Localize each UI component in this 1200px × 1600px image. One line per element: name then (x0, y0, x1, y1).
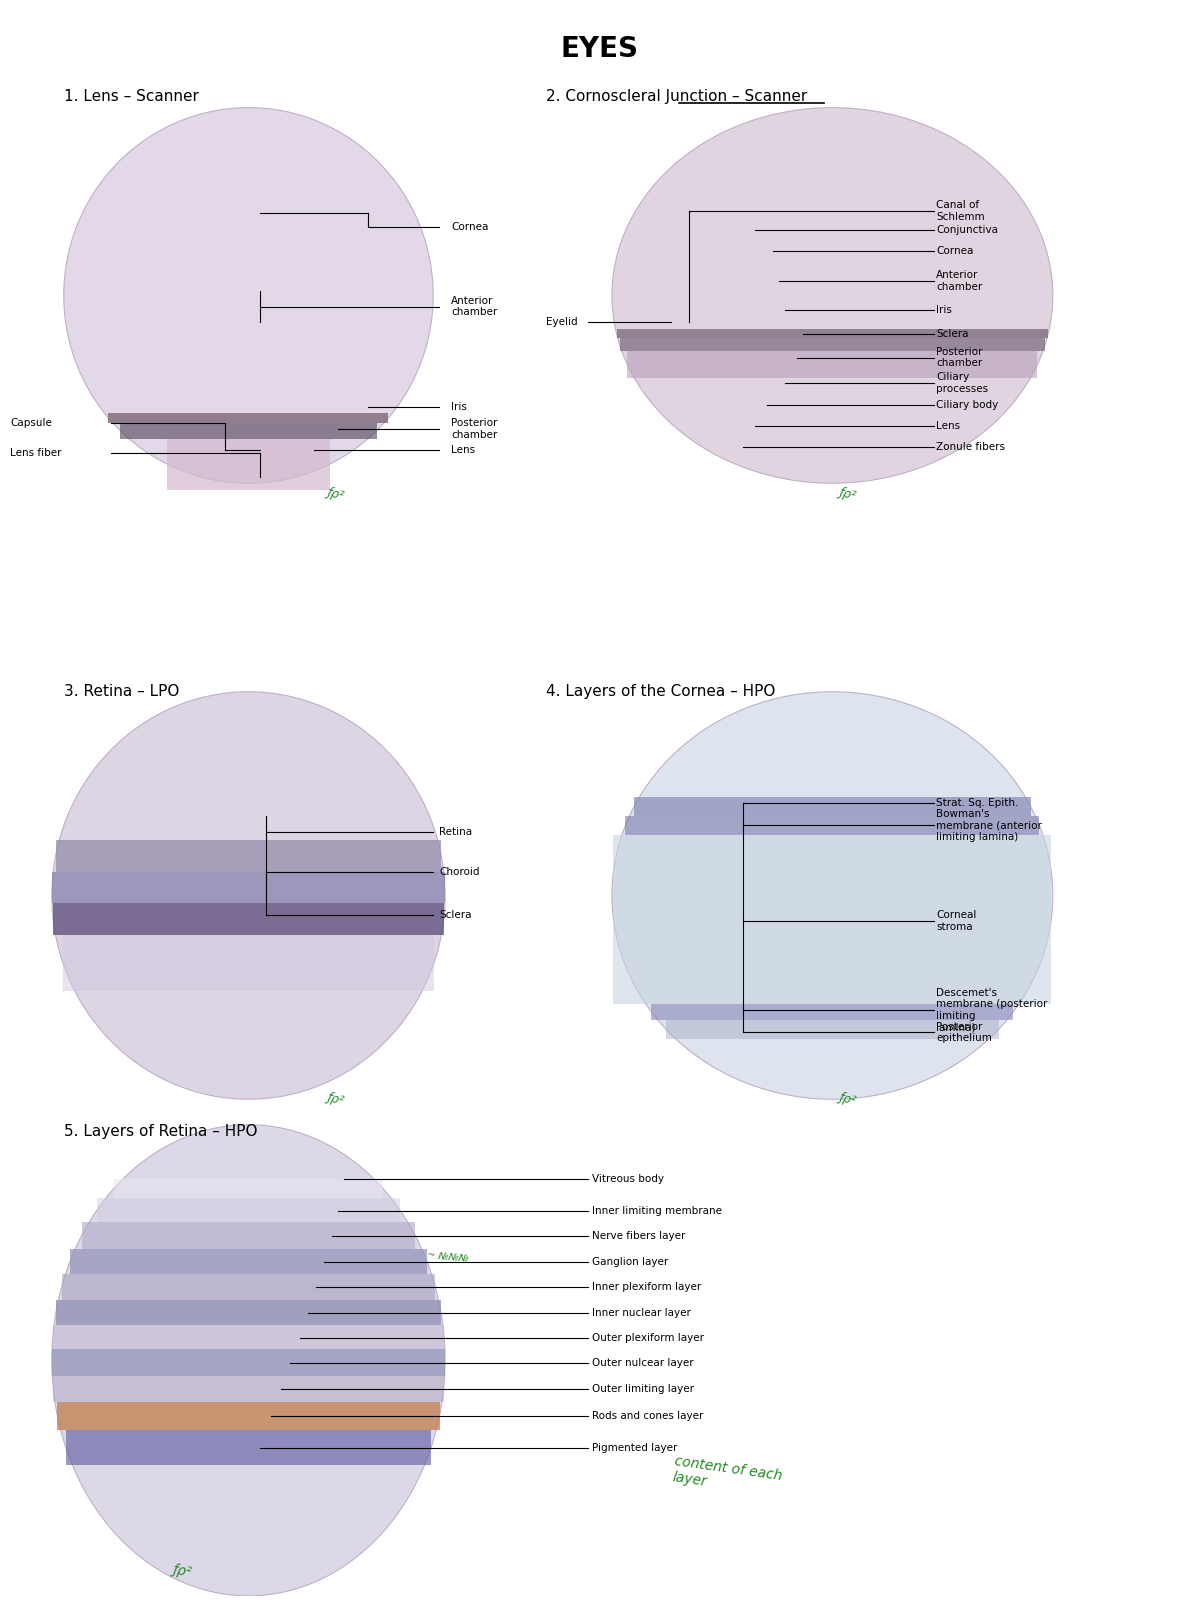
Text: ƒρ²: ƒρ² (839, 1091, 858, 1107)
Text: Outer plexiform layer: Outer plexiform layer (592, 1333, 703, 1342)
FancyBboxPatch shape (619, 339, 1045, 350)
FancyBboxPatch shape (625, 816, 1039, 835)
FancyBboxPatch shape (52, 872, 445, 904)
FancyBboxPatch shape (97, 1198, 400, 1222)
Text: ~ №№№: ~ №№№ (427, 1250, 469, 1264)
Text: Iris: Iris (936, 304, 952, 315)
Text: Cornea: Cornea (936, 246, 973, 256)
Text: EYES: EYES (560, 35, 638, 62)
FancyBboxPatch shape (53, 1325, 444, 1349)
Text: Sclera: Sclera (439, 909, 472, 920)
Text: Cornea: Cornea (451, 222, 488, 232)
FancyBboxPatch shape (55, 840, 442, 872)
Text: Descemet's
membrane (posterior
limiting
lamina): Descemet's membrane (posterior limiting … (936, 987, 1048, 1032)
Text: Outer limiting layer: Outer limiting layer (592, 1384, 694, 1394)
Text: Ciliary body: Ciliary body (936, 400, 998, 410)
Text: Ciliary
processes: Ciliary processes (936, 373, 988, 394)
Ellipse shape (52, 1125, 445, 1595)
Text: Posterior
chamber: Posterior chamber (936, 347, 983, 368)
FancyBboxPatch shape (120, 422, 377, 438)
FancyBboxPatch shape (66, 1430, 431, 1466)
Text: ƒρ²: ƒρ² (170, 1562, 192, 1579)
FancyBboxPatch shape (652, 1003, 1014, 1019)
Text: Retina: Retina (439, 827, 473, 837)
Text: Lens fiber: Lens fiber (10, 448, 61, 458)
Text: Sclera: Sclera (936, 328, 968, 339)
Text: 4. Layers of the Cornea – HPO: 4. Layers of the Cornea – HPO (546, 685, 775, 699)
Text: 2. Cornoscleral Junction – Scanner: 2. Cornoscleral Junction – Scanner (546, 90, 808, 104)
Text: Outer nulcear layer: Outer nulcear layer (592, 1358, 694, 1368)
Text: Corneal
stroma: Corneal stroma (936, 910, 977, 931)
Text: Inner limiting membrane: Inner limiting membrane (592, 1206, 721, 1216)
FancyBboxPatch shape (53, 904, 444, 936)
Text: ƒρ²: ƒρ² (326, 486, 346, 502)
Text: Rods and cones layer: Rods and cones layer (592, 1411, 703, 1421)
Text: Inner plexiform layer: Inner plexiform layer (592, 1282, 701, 1293)
Text: Lens: Lens (451, 445, 475, 454)
Text: content of each
layer: content of each layer (672, 1454, 784, 1499)
FancyBboxPatch shape (70, 1250, 427, 1274)
Ellipse shape (612, 691, 1052, 1099)
FancyBboxPatch shape (167, 438, 330, 490)
Text: Eyelid: Eyelid (546, 317, 578, 328)
Text: ƒρ²: ƒρ² (326, 1091, 346, 1107)
Text: Inner nuclear layer: Inner nuclear layer (592, 1307, 690, 1317)
FancyBboxPatch shape (58, 1402, 439, 1430)
Ellipse shape (64, 107, 433, 483)
FancyBboxPatch shape (666, 1019, 998, 1038)
Text: 5. Layers of Retina – HPO: 5. Layers of Retina – HPO (64, 1123, 257, 1139)
Text: Nerve fibers layer: Nerve fibers layer (592, 1230, 685, 1242)
FancyBboxPatch shape (613, 835, 1051, 1003)
FancyBboxPatch shape (108, 413, 389, 422)
Text: Choroid: Choroid (439, 867, 480, 877)
Text: Pigmented layer: Pigmented layer (592, 1443, 677, 1453)
FancyBboxPatch shape (628, 350, 1037, 378)
Text: 3. Retina – LPO: 3. Retina – LPO (64, 685, 179, 699)
FancyBboxPatch shape (61, 1274, 436, 1299)
FancyBboxPatch shape (52, 1349, 445, 1376)
Text: Vitreous body: Vitreous body (592, 1174, 664, 1184)
Text: Ganglion layer: Ganglion layer (592, 1256, 668, 1267)
FancyBboxPatch shape (53, 1376, 444, 1402)
Text: Canal of
Schlemm: Canal of Schlemm (936, 200, 985, 222)
FancyBboxPatch shape (634, 797, 1031, 816)
Text: Conjunctiva: Conjunctiva (936, 226, 998, 235)
Text: Posterior
chamber: Posterior chamber (451, 418, 498, 440)
FancyBboxPatch shape (62, 936, 434, 990)
Text: Iris: Iris (451, 402, 467, 411)
Text: Anterior
chamber: Anterior chamber (451, 296, 497, 317)
Text: Posterior
epithelium: Posterior epithelium (936, 1021, 992, 1043)
FancyBboxPatch shape (56, 1299, 442, 1325)
Ellipse shape (612, 107, 1052, 483)
Text: 1. Lens – Scanner: 1. Lens – Scanner (64, 90, 199, 104)
FancyBboxPatch shape (617, 330, 1049, 339)
Text: Anterior
chamber: Anterior chamber (936, 270, 983, 291)
FancyBboxPatch shape (114, 1179, 383, 1198)
FancyBboxPatch shape (82, 1222, 415, 1250)
Text: Lens: Lens (936, 421, 960, 430)
Text: Strat. Sq. Epith.: Strat. Sq. Epith. (936, 798, 1019, 808)
Text: ƒρ²: ƒρ² (839, 486, 858, 502)
Text: Capsule: Capsule (10, 418, 52, 427)
Text: Bowman's
membrane (anterior
limiting lamina): Bowman's membrane (anterior limiting lam… (936, 810, 1042, 842)
Text: Zonule fibers: Zonule fibers (936, 442, 1006, 451)
Ellipse shape (52, 691, 445, 1099)
